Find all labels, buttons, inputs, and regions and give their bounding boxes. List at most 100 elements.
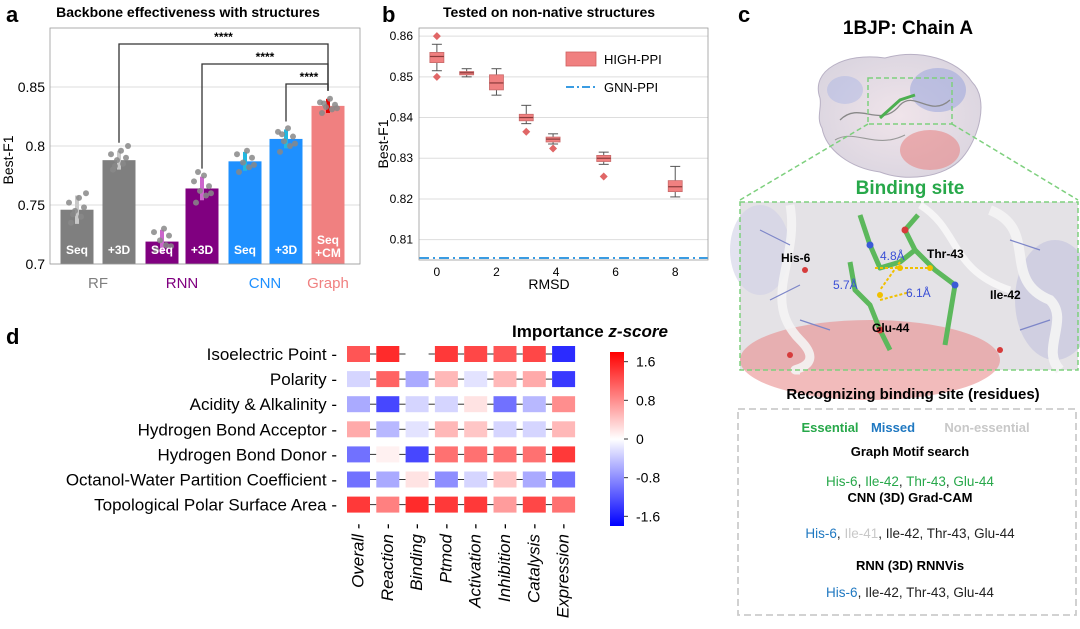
heatmap-column-label: Overall - <box>349 523 368 588</box>
residue-token: Thr-43 <box>906 474 946 489</box>
heatmap-column-label: Inhibition - <box>495 523 514 602</box>
recognizing-box <box>737 408 1077 616</box>
colorbar-tick-label: -1.6 <box>636 508 660 524</box>
heatmap-column-label: Ptmod - <box>436 523 455 583</box>
panel-a: a Backbone effectiveness with structures… <box>0 2 361 292</box>
heatmap-title-part: z-score <box>607 322 668 341</box>
panel-a-datapoint <box>279 131 285 138</box>
heatmap-cell <box>376 396 400 413</box>
box-body <box>667 180 683 193</box>
panel-b-ytick-label: 0.83 <box>390 151 414 165</box>
panel-a-datapoint <box>292 140 298 147</box>
panel-b-ytick-label: 0.81 <box>390 233 414 247</box>
heatmap-cell <box>552 396 576 413</box>
panel-a-ytick-label: 0.75 <box>18 197 45 213</box>
panel-b-ytick-label: 0.86 <box>390 29 414 43</box>
panel-a-bar-label: Seq <box>151 243 173 257</box>
panel-a-significance: **** **** **** <box>118 30 329 169</box>
panel-a-letter: a <box>6 2 19 27</box>
panel-a-datapoint <box>81 204 87 211</box>
heatmap-row-label: Octanol-Water Partition Coefficient - <box>66 471 337 490</box>
panel-a-datapoint <box>249 154 255 161</box>
panel-a-datapoint <box>114 157 120 164</box>
panel-a-datapoint <box>151 229 157 236</box>
panel-a-datapoint <box>201 172 207 179</box>
heatmap-cell <box>522 446 546 463</box>
panel-a-datapoint <box>120 160 126 167</box>
panel-b-ytick-label: 0.84 <box>390 111 414 125</box>
heatmap-cell <box>552 496 576 513</box>
panel-b-letter: b <box>382 2 395 27</box>
binding-site-label: Binding site <box>856 178 965 199</box>
residue-token: Thr-43 <box>927 526 967 541</box>
method-rnn-residues: His-6, Ile-42, Thr-43, Glu-44 <box>826 585 994 600</box>
heatmap-cell <box>376 471 400 488</box>
residue-token: , <box>920 526 927 541</box>
method-cnn-grad-cam: CNN (3D) Grad-CAM <box>848 490 973 505</box>
heatmap-row-label: Hydrogen Bond Acceptor - <box>138 420 337 439</box>
panel-a-group-labels: RF RNN CNN Graph <box>88 275 349 292</box>
heatmap-cell <box>434 471 458 488</box>
heatmap-cell <box>405 421 429 438</box>
heatmap-cell <box>434 446 458 463</box>
panel-a-datapoint <box>66 199 72 206</box>
heatmap-title: Importance z-score <box>512 322 668 341</box>
heatmap-cell <box>552 371 576 388</box>
panel-b-xtick-label: 8 <box>672 265 679 279</box>
panel-b-boxes <box>419 32 708 259</box>
residue-token: , <box>946 474 954 489</box>
panel-a-datapoint <box>191 178 197 185</box>
method-rnn-rnnvis: RNN (3D) RNNVis <box>856 558 964 573</box>
panel-a-group-label: RNN <box>166 275 199 292</box>
panel-a-datapoint <box>246 164 252 171</box>
panel-a-bar-label: +3D <box>275 243 298 257</box>
residue-token: Thr-43 <box>906 585 946 600</box>
heatmap-row-label: Topological Polar Surface Area - <box>94 496 337 515</box>
panel-b-xtick-label: 6 <box>612 265 619 279</box>
panel-a-group-label: RF <box>88 275 108 292</box>
heatmap-cell <box>376 346 400 362</box>
residue-token: His-6 <box>826 585 858 600</box>
heatmap-cell <box>347 396 370 413</box>
legend-non-essential: Non-essential <box>944 420 1029 435</box>
heatmap-cell <box>493 346 517 362</box>
panel-c-letter: c <box>738 2 750 27</box>
panel-a-bar <box>228 161 262 264</box>
method-cnn-residues: His-6, Ile-41, Ile-42, Thr-43, Glu-44 <box>805 526 1015 541</box>
colorbar-tick-label: 0 <box>636 431 644 447</box>
heatmap-cell <box>552 346 576 362</box>
heatmap-cell <box>434 346 458 362</box>
heatmap-cell <box>405 471 429 488</box>
panel-a-ytick-label: 0.7 <box>26 256 46 272</box>
panel-a-datapoint <box>193 199 199 206</box>
panel-a-datapoint <box>334 105 340 112</box>
panel-a-datapoint <box>240 159 246 166</box>
heatmap-cell <box>434 371 458 388</box>
residue-token: His-6 <box>805 526 837 541</box>
panel-a-datapoint <box>234 151 240 158</box>
heatmap-title-part: Importance <box>512 322 608 341</box>
panel-a-datapoint <box>251 161 257 168</box>
panel-b-xtick-label: 4 <box>553 265 560 279</box>
legend-essential: Essential <box>801 420 858 435</box>
panel-a-bar-label: +3D <box>191 243 214 257</box>
panel-a-bar-label: +CM <box>315 246 341 260</box>
panel-b-ytick-label: 0.85 <box>390 70 414 84</box>
legend-high-ppi-label: HIGH-PPI <box>604 52 662 67</box>
residue-token: , <box>899 474 906 489</box>
panel-a-group-label: Graph <box>307 275 349 292</box>
box-outlier <box>432 32 441 41</box>
panel-b-xtick-label: 0 <box>434 265 441 279</box>
residue-token: His-6 <box>826 474 858 489</box>
panel-a-datapoint <box>329 106 335 113</box>
heatmap-cell <box>376 421 400 438</box>
heatmap-cell <box>522 396 546 413</box>
residue-token: Ile-41 <box>844 526 878 541</box>
method-graph-residues: His-6, Ile-42, Thr-43, Glu-44 <box>826 474 994 489</box>
panel-b: b Tested on non-native structures Best-F… <box>375 2 709 292</box>
residue-token: Glu-44 <box>974 526 1015 541</box>
heatmap-column-labels: Overall - Reaction - Binding - Ptmod - Activ… <box>349 523 573 618</box>
panel-a-datapoint <box>277 148 283 155</box>
panel-a-group-label: CNN <box>249 275 282 292</box>
zoom-line-right <box>951 123 1079 201</box>
